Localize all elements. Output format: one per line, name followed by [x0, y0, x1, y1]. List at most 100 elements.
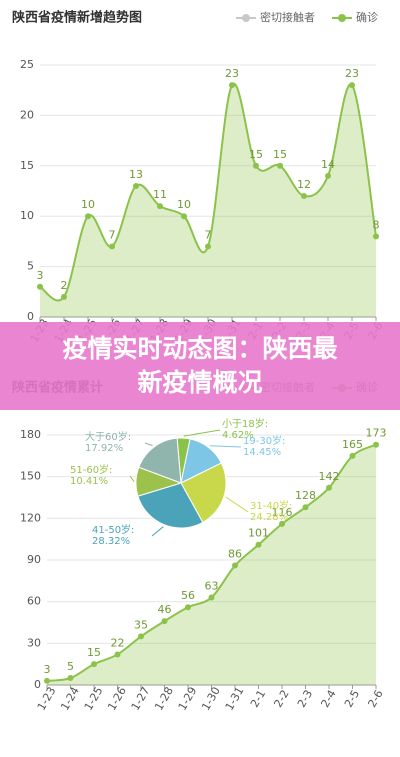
legend-dot: [338, 14, 346, 22]
point: [44, 677, 50, 684]
x-tick-label: 2-6: [365, 688, 385, 710]
x-tick-label: 1-26: [105, 685, 129, 713]
pie-label: 41-50岁:: [92, 523, 134, 536]
x-tick-label: 1-29: [176, 685, 200, 713]
legend-label: 确诊: [356, 10, 378, 24]
x-tick-label: 2-2: [271, 688, 291, 710]
y-tick-label: 25: [20, 58, 34, 71]
data-label: 15: [249, 148, 263, 161]
data-label: 3: [44, 663, 51, 676]
pie-label: 51-60岁:: [70, 463, 112, 476]
point: [85, 213, 91, 220]
point: [232, 562, 238, 569]
data-label: 5: [67, 660, 74, 673]
y-tick-label: 0: [27, 310, 34, 323]
pie-label: 小于18岁:: [222, 417, 268, 430]
y-tick-label: 0: [34, 678, 41, 691]
data-label: 128: [295, 489, 316, 502]
banner: 疫情实时动态图：陕西最新疫情概况: [0, 322, 400, 410]
leader-line: [209, 445, 242, 448]
point: [161, 618, 168, 625]
pie-value-label: 14.45%: [243, 447, 281, 458]
data-label: 56: [181, 589, 195, 602]
data-label: 12: [297, 178, 311, 191]
point: [325, 172, 331, 179]
data-label: 8: [373, 218, 380, 231]
y-tick-label: 120: [20, 511, 41, 524]
legend-dot: [242, 14, 250, 22]
x-tick-label: 1-31: [223, 685, 247, 713]
data-label: 23: [225, 67, 239, 80]
y-tick-label: 20: [20, 108, 34, 121]
leader-line: [183, 429, 221, 437]
data-label: 10: [177, 198, 191, 211]
data-label: 35: [134, 618, 148, 631]
data-label: 15: [87, 646, 101, 659]
y-tick-label: 10: [20, 209, 34, 222]
point: [349, 82, 355, 89]
x-tick-label: 2-3: [295, 688, 315, 710]
point: [253, 162, 259, 169]
pie-value-label: 4.62%: [222, 430, 254, 441]
pie-label: 大于60岁:: [85, 430, 131, 443]
point: [157, 203, 163, 210]
y-tick-label: 180: [20, 428, 41, 441]
data-label: 116: [272, 506, 293, 519]
chart-title: 陕西省疫情新增趋势图: [12, 10, 142, 26]
pie-value-label: 24.28%: [250, 512, 288, 523]
x-tick-label: 1-24: [58, 685, 82, 713]
y-tick-label: 30: [27, 636, 41, 649]
point: [138, 633, 144, 640]
data-label: 46: [158, 603, 172, 616]
legend-label: 密切接触者: [260, 10, 315, 24]
pie-value-label: 17.92%: [85, 443, 123, 454]
x-tick-label: 2-5: [342, 688, 362, 710]
point: [67, 675, 74, 682]
x-tick-label: 2-1: [248, 688, 268, 710]
point: [229, 82, 235, 89]
point: [255, 541, 262, 548]
x-tick-label: 1-27: [129, 685, 153, 713]
point: [349, 452, 356, 459]
pie-slice: [138, 437, 182, 484]
data-label: 165: [342, 438, 363, 451]
y-tick-label: 90: [27, 553, 41, 566]
leader-line: [151, 526, 164, 537]
data-label: 14: [321, 158, 335, 171]
point: [185, 604, 191, 611]
x-tick-label: 1-30: [199, 685, 223, 713]
x-tick-label: 1-28: [152, 685, 176, 713]
x-tick-label: 2-4: [318, 688, 338, 710]
data-label: 7: [205, 228, 212, 241]
banner-text: 疫情实时动态图：陕西最新疫情概况: [62, 334, 338, 397]
pie-label: 19-30岁:: [243, 434, 285, 447]
point: [302, 504, 309, 511]
point: [91, 661, 97, 668]
point: [205, 243, 211, 250]
y-tick-label: 150: [20, 470, 41, 483]
point: [114, 651, 121, 658]
point: [109, 243, 115, 250]
data-label: 22: [111, 636, 125, 649]
point: [181, 213, 187, 220]
data-label: 142: [319, 470, 340, 483]
data-label: 101: [248, 527, 269, 540]
pie-slice: [180, 462, 227, 524]
data-label: 15: [273, 148, 287, 161]
data-label: 7: [109, 228, 116, 241]
pie-label: 31-40岁:: [250, 499, 292, 512]
leader-line: [129, 475, 135, 482]
y-tick-label: 15: [20, 159, 34, 172]
point: [373, 233, 379, 240]
data-label: 13: [129, 168, 143, 181]
pie-value-label: 28.32%: [92, 536, 130, 547]
leader-line: [225, 496, 249, 513]
x-tick-label: 1-25: [82, 685, 106, 713]
y-tick-label: 5: [27, 260, 34, 273]
point: [61, 293, 67, 300]
data-label: 2: [61, 279, 68, 292]
pie-slice: [137, 482, 204, 529]
pie-value-label: 10.41%: [70, 476, 108, 487]
data-label: 11: [153, 188, 167, 201]
point: [37, 283, 43, 290]
